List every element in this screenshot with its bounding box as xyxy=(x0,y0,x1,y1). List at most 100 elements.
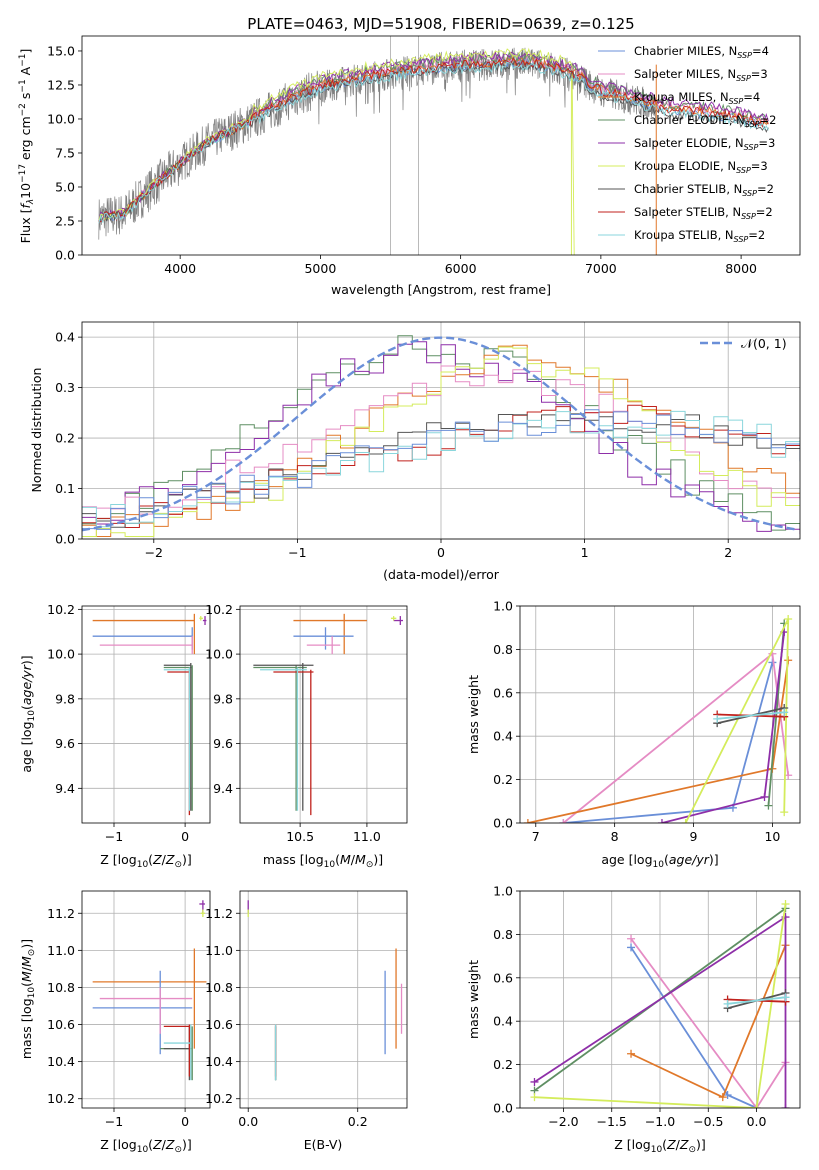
y-tick-label: 10.8 xyxy=(205,980,233,995)
residual-histogram xyxy=(82,341,800,537)
plot-area-ebv-mass xyxy=(247,900,403,1081)
weight-series xyxy=(627,941,790,1102)
x-tick-label: 7 xyxy=(532,829,540,844)
legend-label: Chabrier MILES, NSSP=4 xyxy=(634,44,769,60)
x-tick-label: 0.2 xyxy=(348,1114,368,1129)
legend-label: Salpeter ELODIE, NSSP=3 xyxy=(634,136,775,152)
axes-frame xyxy=(519,890,801,1109)
x-tick-label: 0 xyxy=(181,829,189,844)
weight-series xyxy=(559,649,793,823)
x-axis-label: Z [log10​(Z/Z⊙​)] xyxy=(100,1137,192,1155)
y-axis-label: mass weight xyxy=(466,675,481,754)
x-tick-label: −2 xyxy=(145,545,163,560)
y-tick-label: 0.8 xyxy=(493,927,513,942)
weight-marker xyxy=(781,900,790,909)
x-tick-label: 8000 xyxy=(725,261,757,276)
weight-marker xyxy=(781,1104,790,1108)
y-tick-label: 0.0 xyxy=(493,816,513,831)
x-axis-label: wavelength [Angstrom, rest frame] xyxy=(331,282,551,297)
weight-marker xyxy=(723,999,732,1008)
y-tick-label: 0.1 xyxy=(55,481,75,496)
panel-ebv-mass: 0.0 0.2 10.2 10.4 10.6 10.8 11.0 11.2 E(B-V) xyxy=(205,890,408,1152)
data-point xyxy=(293,613,367,655)
y-tick-label: 0.0 xyxy=(55,532,75,547)
x-tick-label: 0.0 xyxy=(238,1114,258,1129)
y-tick-label: 0.2 xyxy=(493,772,513,787)
y-tick-label: 9.6 xyxy=(55,736,75,751)
y-tick-label: 9.4 xyxy=(55,781,75,796)
y-tick-label: 10.2 xyxy=(47,602,75,617)
y-tick-label: 0.6 xyxy=(493,685,513,700)
data-point xyxy=(163,667,191,811)
plot-area-z-weight xyxy=(530,900,790,1108)
gaussian-reference xyxy=(82,336,798,532)
y-tick-label: 11.0 xyxy=(205,943,233,958)
y-tick-label: 10.6 xyxy=(205,1017,233,1032)
x-tick-label: −1.0 xyxy=(645,1114,675,1129)
x-tick-label: 10 xyxy=(764,829,780,844)
y-tick-label: 10.0 xyxy=(47,111,75,126)
x-tick-label: 9 xyxy=(690,829,698,844)
legend: Chabrier MILES, NSSP=4 Salpeter MILES, NS… xyxy=(598,44,776,244)
weight-marker xyxy=(764,801,773,810)
x-tick-label: 6000 xyxy=(445,261,477,276)
x-tick-label: −0.5 xyxy=(693,1114,723,1129)
y-tick-label: 0.0 xyxy=(493,1101,513,1116)
data-point xyxy=(167,669,191,816)
x-tick-label: 1 xyxy=(581,545,589,560)
weight-marker xyxy=(713,714,722,723)
y-tick-label: 11.2 xyxy=(47,906,75,921)
weight-marker xyxy=(530,1093,539,1102)
plot-area-z-age xyxy=(92,613,207,816)
x-tick-label: 10.5 xyxy=(286,829,314,844)
x-axis-label: E(B-V) xyxy=(304,1137,343,1152)
data-point xyxy=(253,665,307,811)
x-tick-label: 0.0 xyxy=(747,1114,767,1129)
x-axis-label: (data-model)/error xyxy=(383,567,500,582)
y-tick-label: 10.2 xyxy=(205,602,233,617)
y-axis-label: mass [log10​(M/M⊙​)] xyxy=(19,939,37,1059)
x-axis-label: mass [log10​(M/M⊙​)] xyxy=(263,852,383,870)
x-tick-label: 0 xyxy=(437,545,445,560)
y-tick-label: 10.6 xyxy=(47,1017,75,1032)
weight-series xyxy=(657,628,789,823)
weight-marker xyxy=(718,1093,727,1102)
y-tick-label: 7.5 xyxy=(55,145,75,160)
y-tick-label: 9.6 xyxy=(213,736,233,751)
data-point xyxy=(253,663,314,811)
x-tick-label: −2.0 xyxy=(548,1114,578,1129)
data-point xyxy=(202,616,207,626)
x-tick-label: 7000 xyxy=(585,261,617,276)
weight-marker xyxy=(760,792,769,801)
x-tick-label: 11.0 xyxy=(353,829,381,844)
plot-area-residuals xyxy=(82,335,800,537)
data-point xyxy=(92,627,193,650)
weight-line xyxy=(717,711,785,720)
y-tick-label: 9.8 xyxy=(55,691,75,706)
weight-line xyxy=(630,938,787,1108)
data-point xyxy=(160,1026,193,1081)
y-tick-label: 1.0 xyxy=(493,884,513,899)
weight-marker xyxy=(723,1090,732,1099)
data-point xyxy=(393,616,403,626)
y-tick-label: 0.6 xyxy=(493,970,513,985)
legend-label: Salpeter MILES, NSSP=3 xyxy=(634,67,768,83)
data-point xyxy=(99,636,193,655)
data-point xyxy=(273,669,314,816)
data-point xyxy=(92,613,196,655)
panel-z-mass: −1 0 10.2 10.4 10.6 10.8 11.0 11.2 Z [log10​(Z/Z… xyxy=(19,890,211,1155)
legend-label: Chabrier ELODIE, NSSP=2 xyxy=(634,113,776,129)
x-tick-label: −1 xyxy=(105,1114,123,1129)
y-tick-label: 10.4 xyxy=(205,1054,233,1069)
x-tick-label: −1 xyxy=(105,829,123,844)
residual-histogram xyxy=(82,409,800,537)
plot-area-mass-age xyxy=(253,613,403,816)
legend-label: 𝒩(0, 1) xyxy=(741,336,787,351)
data-point xyxy=(163,665,193,811)
data-point xyxy=(163,1026,191,1081)
x-tick-label: 0 xyxy=(181,1114,189,1129)
panel-age-weight: 7 8 9 10 0.0 0.2 0.4 0.6 0.8 1.0 age [log10​(age/y… xyxy=(466,599,801,870)
y-tick-label: 10.4 xyxy=(47,1054,75,1069)
residual-histogram xyxy=(82,410,800,537)
